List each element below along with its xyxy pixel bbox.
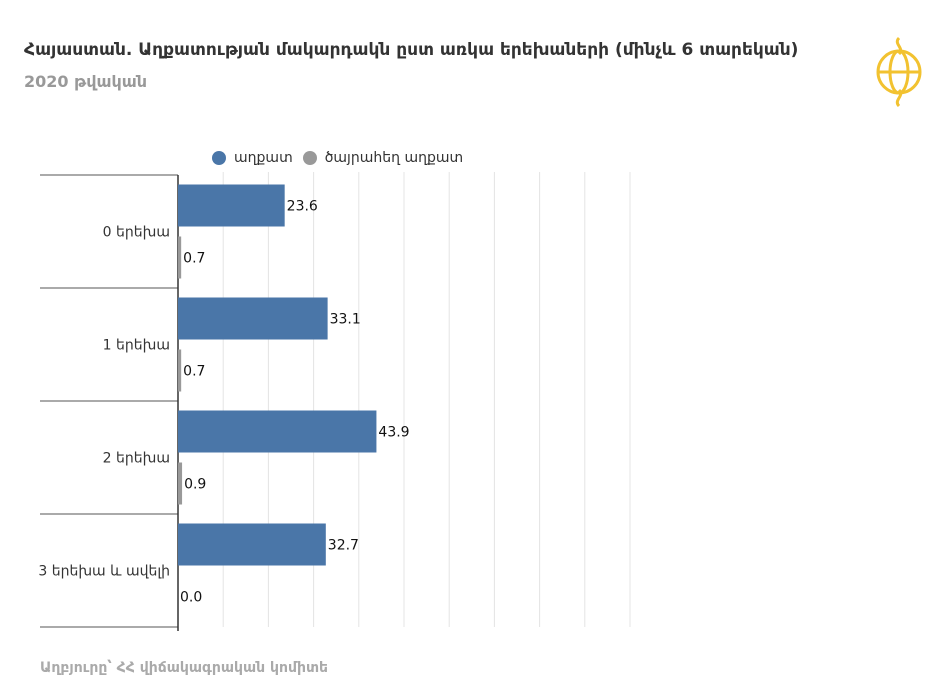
legend-swatch-poor [212,151,226,165]
bar-poor [178,184,285,227]
category-label: 3 երեխա և ավելի [38,564,170,580]
legend-label-poor: աղքատ [234,150,293,166]
data-label: 23.6 [287,199,318,215]
legend-item-extreme-poor: ծայրահեղ աղքատ [302,150,464,166]
bar-poor [178,297,328,340]
data-label: 0.7 [183,364,205,380]
data-label: 33.1 [330,312,361,328]
data-label: 0.9 [184,477,206,493]
data-label: 0.7 [183,251,205,267]
bar-extreme-poor [178,349,182,392]
category-label: 1 երեխա [103,338,170,354]
data-label: 0.0 [180,590,202,606]
category-label: 2 երեխա [103,451,170,467]
chart-legend: աղքատ ծայրահեղ աղքատ [212,150,473,166]
data-label: 32.7 [328,538,359,554]
legend-item-poor: աղքատ [212,150,293,166]
legend-swatch-extreme-poor [302,151,317,165]
chart-title: Հայաստան. Աղքատության մակարդակն ըստ առկա… [24,40,799,60]
legend-label-extreme-poor: ծայրահեղ աղքատ [324,150,464,166]
category-label: 0 երեխա [103,225,170,241]
bar-poor [178,523,326,566]
globe-logo-icon [876,36,922,108]
bar-extreme-poor [178,236,182,279]
source-note: Աղբյուրը՝ ՀՀ վիճակագրական կոմիտե [40,660,329,676]
bar-extreme-poor [178,462,183,505]
chart-subtitle: 2020 թվական [24,72,148,91]
data-label: 43.9 [378,425,409,441]
bar-poor [178,410,377,453]
